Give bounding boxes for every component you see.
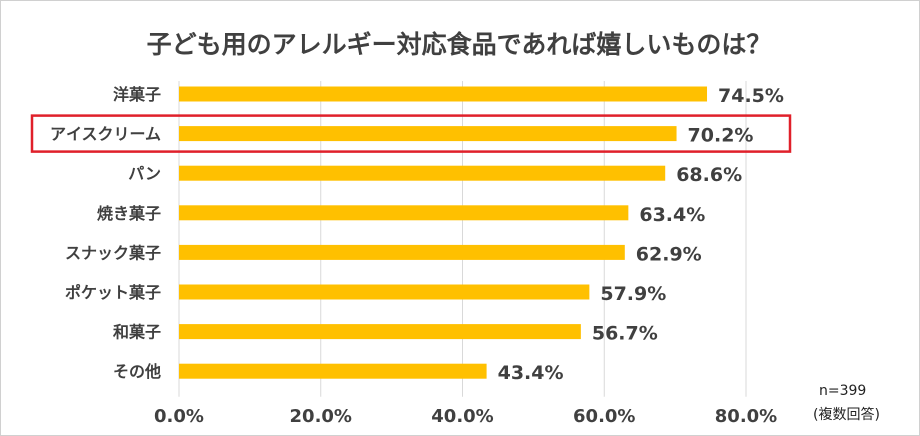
category-label: パン	[128, 164, 161, 183]
value-label: 56.7%	[592, 323, 658, 345]
value-label: 63.4%	[639, 204, 705, 226]
x-tick-label: 0.0%	[154, 406, 204, 427]
value-label: 62.9%	[636, 243, 702, 265]
x-tick-label: 60.0%	[573, 406, 635, 427]
value-label: 43.4%	[498, 362, 564, 384]
value-labels: 74.5% 70.2% 68.6% 63.4% 62.9% 57.9% 56.7% 43.4%	[498, 85, 784, 384]
category-label: 洋菓子	[113, 85, 161, 104]
bar	[179, 244, 625, 260]
answer-type-note: (複数回答)	[813, 406, 880, 423]
bar	[179, 86, 708, 102]
value-label: 57.9%	[600, 283, 666, 305]
category-label: スナック菓子	[65, 243, 161, 262]
sample-size-note: n=399	[819, 383, 866, 399]
category-label: ポケット菓子	[65, 283, 161, 302]
x-tick-label: 40.0%	[431, 406, 493, 427]
category-label: 和菓子	[113, 323, 161, 342]
value-label: 70.2%	[688, 125, 754, 147]
bar	[179, 284, 590, 300]
x-tick-label: 20.0%	[290, 406, 352, 427]
bar	[179, 126, 677, 142]
bar	[179, 363, 487, 379]
x-axis-ticks: 0.0% 20.0% 40.0% 60.0% 80.0%	[154, 406, 777, 427]
bar	[179, 205, 629, 221]
category-label: アイスクリーム	[50, 125, 161, 144]
x-tick-label: 80.0%	[715, 406, 777, 427]
value-label: 68.6%	[676, 164, 742, 186]
category-label: 焼き菓子	[97, 204, 161, 223]
chart-title: 子ども用のアレルギー対応食品であれば嬉しいものは？	[147, 30, 772, 59]
bar	[179, 324, 581, 340]
bar	[179, 165, 666, 181]
category-label: その他	[113, 362, 161, 381]
value-label: 74.5%	[718, 85, 784, 107]
highlight-box	[30, 114, 792, 153]
bars	[179, 86, 708, 379]
